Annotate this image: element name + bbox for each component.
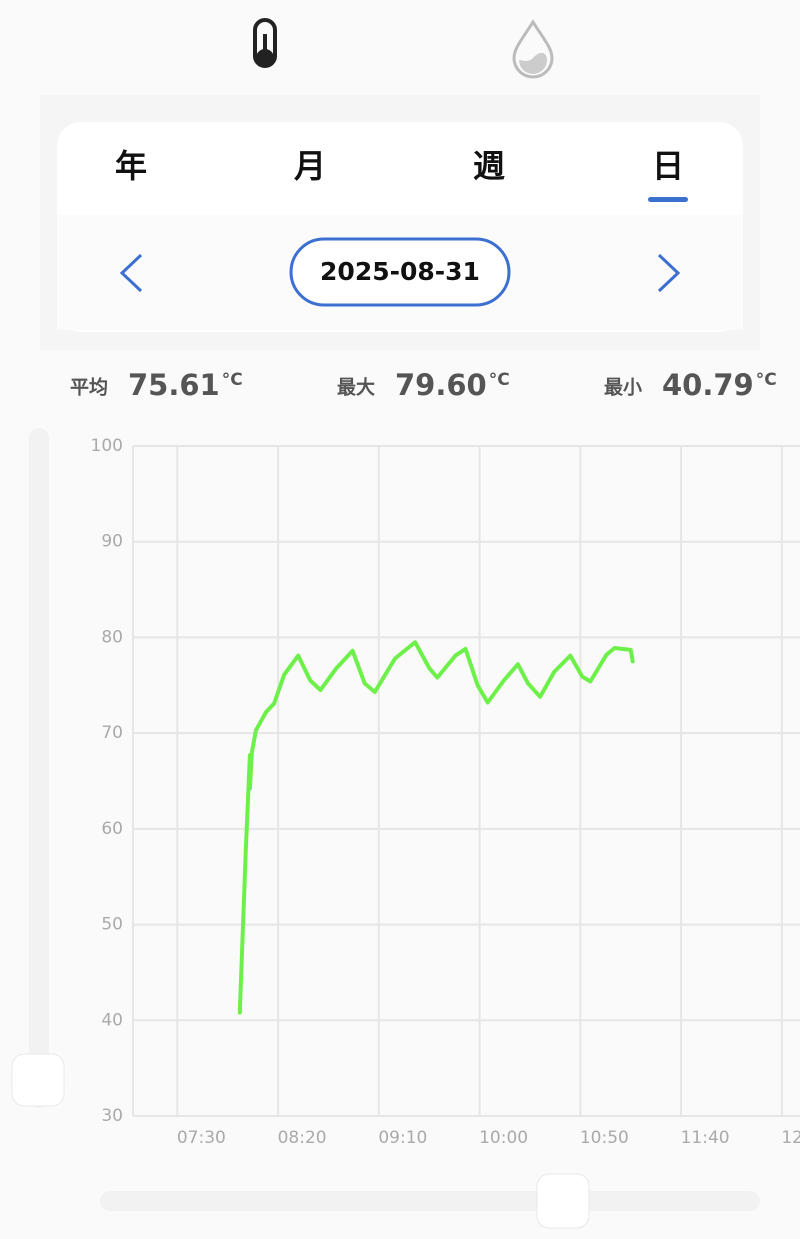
stat-unit: °C [222, 370, 243, 390]
stat-label: 最小 [604, 377, 642, 399]
date-pill[interactable] [289, 237, 511, 307]
x-tick-label: 08:20 [278, 1128, 327, 1148]
tab-indicator [648, 197, 688, 202]
y-tick-label: 100 [91, 436, 123, 456]
humidity-icon[interactable] [512, 19, 554, 79]
horizontal-slider-track [100, 1191, 760, 1211]
next-button[interactable] [657, 253, 681, 293]
y-tick-label: 80 [101, 627, 123, 647]
date-text: 2025-08-31 [320, 257, 480, 286]
period-tab[interactable]: 週 [473, 147, 505, 185]
chart: 30 40 50 60 70 80 90 100 07:30 08:20 09:10 10:00 10:… [91, 436, 800, 1148]
stat-label: 平均 [70, 376, 108, 399]
stat-label: 最大 [337, 376, 375, 399]
stat-value: 40.79 [662, 368, 754, 402]
x-tick-label: 10:50 [580, 1128, 629, 1148]
temperature-icon[interactable] [253, 18, 277, 68]
x-tick-label: 12:30 [781, 1128, 800, 1148]
vertical-slider-track [29, 428, 49, 1108]
stats: 平均 75.61 °C 最大 79.60 °C 最小 40.79 °C [70, 368, 777, 402]
x-tick-label: 10:00 [479, 1128, 528, 1148]
x-tick-label: 11:40 [681, 1128, 730, 1148]
prev-button[interactable] [119, 253, 143, 293]
y-tick-label: 60 [101, 819, 123, 839]
y-tick-label: 70 [101, 723, 123, 743]
x-tick-label: 07:30 [177, 1128, 226, 1148]
x-tick-label: 09:10 [378, 1128, 427, 1148]
y-tick-label: 40 [101, 1010, 123, 1030]
y-tick-label: 50 [101, 915, 123, 935]
period-tabs: 年月週日 [115, 147, 688, 202]
period-tab[interactable]: 日 [652, 147, 684, 185]
stat-unit: °C [489, 370, 510, 390]
stat-value: 79.60 [395, 368, 487, 402]
stat-value: 75.61 [128, 368, 220, 402]
series-line [237, 640, 635, 1015]
y-tick-label: 90 [101, 532, 123, 552]
vertical-slider-thumb[interactable] [11, 1053, 65, 1107]
stat-unit: °C [756, 370, 777, 390]
y-tick-label: 30 [101, 1106, 123, 1126]
horizontal-slider-thumb[interactable] [536, 1173, 590, 1229]
period-tab[interactable]: 月 [294, 147, 326, 185]
period-tab[interactable]: 年 [115, 147, 147, 185]
